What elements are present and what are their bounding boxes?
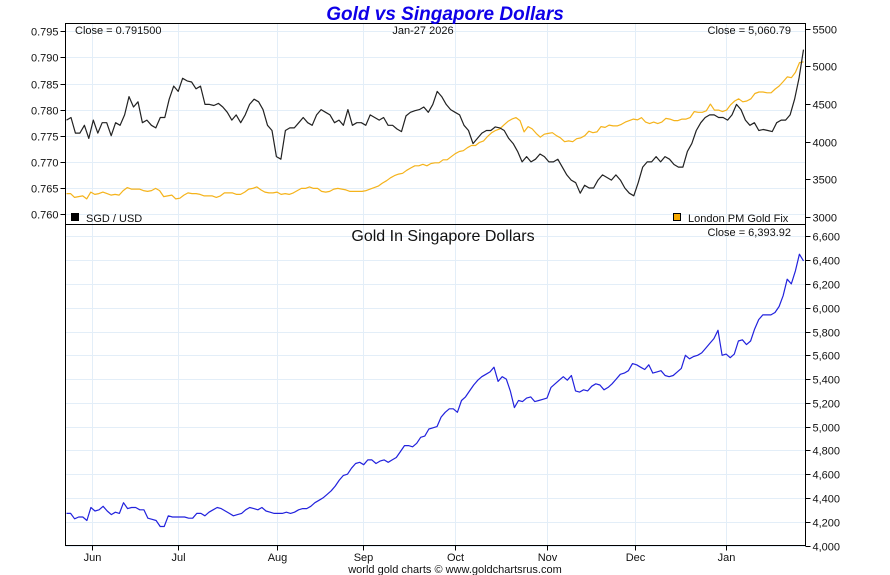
x-tick-label-jul: Jul — [171, 552, 185, 564]
right-axis-label: 4000 — [813, 138, 837, 150]
date-label: Jan-27 2026 — [392, 25, 453, 37]
right-axis-label: 5,600 — [813, 351, 841, 363]
x-tick-label-jan: Jan — [718, 552, 736, 564]
legend-swatch-sgd-usd — [71, 213, 79, 221]
right-axis-label: 4,000 — [813, 542, 841, 554]
right-axis-label: 4,800 — [813, 446, 841, 458]
sgd-close-label: Close = 0.791500 — [75, 25, 162, 37]
right-axis-label: 6,200 — [813, 280, 841, 292]
top-panel-frame — [65, 23, 806, 225]
right-axis-label: 6,400 — [813, 256, 841, 268]
chart-title: Gold vs Singapore Dollars — [326, 4, 564, 25]
sgd-gold-close-label: Close = 6,393.92 — [708, 227, 791, 239]
right-axis-label: 5000 — [813, 62, 837, 74]
x-tick-label-sep: Sep — [354, 552, 374, 564]
right-axis-label: 3000 — [813, 213, 837, 225]
right-axis-label: 6,600 — [813, 232, 841, 244]
x-tick-label-nov: Nov — [538, 552, 558, 564]
grid-layer — [65, 23, 806, 547]
left-axis-label: 0.785 — [31, 80, 59, 92]
footer-credit: world gold charts © www.goldchartsrus.co… — [347, 564, 562, 575]
bottom-panel-frame — [65, 224, 806, 546]
left-axis-label: 0.770 — [31, 158, 59, 170]
x-tick-label-dec: Dec — [626, 552, 646, 564]
legend-label-sgd-usd: SGD / USD — [86, 213, 142, 225]
series-line-london-pm-gold-fix — [66, 61, 804, 200]
right-axis-label: 6,000 — [813, 304, 841, 316]
right-axis-label: 4,400 — [813, 494, 841, 506]
right-axis-label: 4500 — [813, 100, 837, 112]
right-axis-label: 5,200 — [813, 399, 841, 411]
right-axis-label: 5,000 — [813, 423, 841, 435]
left-axis-label: 0.775 — [31, 132, 59, 144]
left-axis-label: 0.780 — [31, 106, 59, 118]
right-axis-label: 5,800 — [813, 328, 841, 340]
legend-swatch-gold-fix — [673, 213, 681, 221]
series-layer — [66, 49, 805, 528]
series-line-sgd-usd — [66, 49, 805, 197]
right-axis-label: 5,400 — [813, 375, 841, 387]
series-line-gold-in-sgd — [66, 253, 805, 528]
x-tick-label-oct: Oct — [447, 552, 464, 564]
axes-layer: Jun Jul Aug Sep Oct Nov Dec Jan 0.760 0.765 0.770 0… — [31, 25, 840, 565]
gold-close-label: Close = 5,060.79 — [708, 25, 791, 37]
left-axis-label: 0.795 — [31, 27, 59, 39]
right-axis-label: 3500 — [813, 175, 837, 187]
left-axis-label: 0.790 — [31, 53, 59, 65]
right-axis-label: 4,200 — [813, 518, 841, 530]
bottom-panel-title: Gold In Singapore Dollars — [351, 228, 534, 245]
x-tick-label-jun: Jun — [84, 552, 102, 564]
legend-label-gold-fix: London PM Gold Fix — [688, 213, 789, 225]
right-axis-label: 4,600 — [813, 470, 841, 482]
right-axis-label: 5500 — [813, 25, 837, 37]
x-tick-label-aug: Aug — [268, 552, 288, 564]
left-axis-label: 0.765 — [31, 184, 59, 196]
left-axis-label: 0.760 — [31, 210, 59, 222]
